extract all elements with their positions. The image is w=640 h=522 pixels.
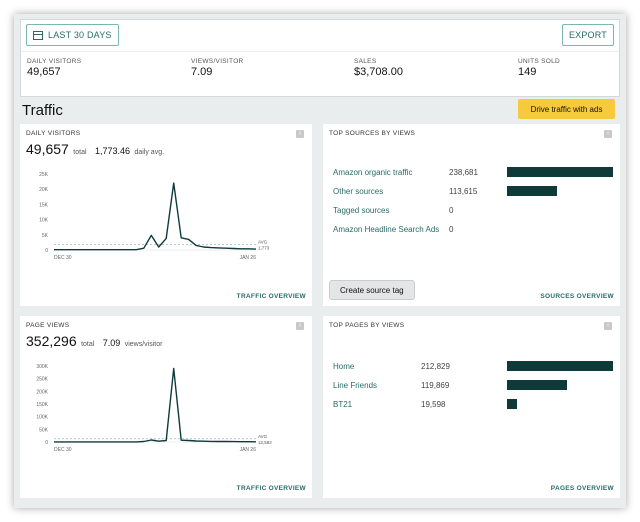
x-tick-label: JAN 26 <box>240 255 257 261</box>
metric-value: $3,708.00 <box>354 66 403 78</box>
list-item-count: 0 <box>449 206 454 215</box>
metrics-row: DAILY VISITORS 49,657 VIEWS/VISITOR 7.09… <box>21 51 619 81</box>
avg-label: AVG <box>258 240 268 245</box>
avg-value: 12,582 <box>258 440 272 445</box>
y-tick-label: 50K <box>39 427 49 433</box>
list-item-name[interactable]: Home <box>333 362 355 371</box>
info-icon[interactable]: i <box>296 130 304 138</box>
x-tick-label: JAN 26 <box>240 447 257 453</box>
metric-views-per-visitor: VIEWS/VISITOR 7.09 <box>191 58 244 78</box>
metric-value: 7.09 <box>191 66 213 78</box>
date-range-button[interactable]: LAST 30 DAYS <box>26 24 119 46</box>
avg-value: 7.09 <box>102 338 121 348</box>
x-tick-label: DEC 30 <box>54 255 72 261</box>
avg-value: 1,773 <box>258 246 270 251</box>
list-item-bar <box>507 186 558 196</box>
daily-visitors-card: DAILY VISITORS i 49,657 total 1,773.46 d… <box>20 124 312 306</box>
traffic-overview-link[interactable]: TRAFFIC OVERVIEW <box>236 485 306 492</box>
y-tick-label: 150K <box>36 402 48 408</box>
y-tick-label: 200K <box>36 389 48 395</box>
card-title: TOP SOURCES BY VIEWS <box>329 130 416 137</box>
y-tick-label: 10K <box>39 218 49 224</box>
info-icon[interactable]: i <box>604 130 612 138</box>
pages-overview-link[interactable]: PAGES OVERVIEW <box>550 485 614 492</box>
list-item-bar <box>507 361 613 371</box>
y-tick-label: 20K <box>39 187 49 193</box>
card-title: PAGE VIEWS <box>26 322 70 329</box>
list-item-name[interactable]: Other sources <box>333 187 384 196</box>
list-item-bar <box>507 167 613 177</box>
list-item-name[interactable]: BT21 <box>333 400 353 409</box>
y-tick-label: 300K <box>36 364 48 370</box>
y-tick-label: 0 <box>45 440 48 446</box>
top-sources-card: TOP SOURCES BY VIEWS i Amazon organic tr… <box>323 124 620 306</box>
page-views-card: PAGE VIEWS i 352,296 total 7.09 views/vi… <box>20 316 312 498</box>
metric-label: VIEWS/VISITOR <box>191 58 244 65</box>
y-tick-label: 25K <box>39 172 49 178</box>
export-label: EXPORT <box>568 30 607 40</box>
list-item-count: 113,615 <box>449 187 478 196</box>
avg-suffix: views/visitor <box>124 341 163 348</box>
list-item-name[interactable]: Tagged sources <box>333 206 390 215</box>
list-item-name[interactable]: Line Friends <box>333 381 378 390</box>
y-tick-label: 5K <box>42 233 49 239</box>
list-item-count: 212,829 <box>421 362 450 371</box>
info-icon[interactable]: i <box>604 322 612 330</box>
x-tick-label: DEC 30 <box>54 447 72 453</box>
drive-traffic-button[interactable]: Drive traffic with ads <box>518 99 615 119</box>
dashboard-frame: LAST 30 DAYS EXPORT DAILY VISITORS 49,65… <box>14 14 626 508</box>
list-item-bar <box>507 380 567 390</box>
list-item-count: 0 <box>449 225 454 234</box>
list-item-name[interactable]: Amazon Headline Search Ads <box>333 225 440 234</box>
metric-label: DAILY VISITORS <box>27 58 82 65</box>
info-icon[interactable]: i <box>296 322 304 330</box>
calendar-icon <box>33 30 43 40</box>
traffic-overview-link[interactable]: TRAFFIC OVERVIEW <box>236 293 306 300</box>
summary-bar: LAST 30 DAYS EXPORT DAILY VISITORS 49,65… <box>20 19 620 97</box>
total-value: 352,296 <box>26 333 77 349</box>
total-suffix: total <box>81 341 95 348</box>
total-value: 49,657 <box>26 141 69 157</box>
daily-visitors-summary: 49,657 total 1,773.46 daily avg. <box>26 141 164 159</box>
page-views-summary: 352,296 total 7.09 views/visitor <box>26 333 162 351</box>
series-line <box>54 182 257 251</box>
list-item-bar <box>507 399 517 409</box>
sources-overview-link[interactable]: SOURCES OVERVIEW <box>540 293 614 300</box>
series-line <box>54 367 257 443</box>
metric-label: SALES <box>354 58 377 65</box>
list-item-count: 238,681 <box>449 168 478 177</box>
export-button[interactable]: EXPORT <box>561 24 614 46</box>
list-item-count: 119,869 <box>421 381 450 390</box>
y-tick-label: 15K <box>39 202 49 208</box>
metric-value: 49,657 <box>27 66 61 78</box>
card-title: TOP PAGES BY VIEWS <box>329 322 405 329</box>
metric-units-sold: UNITS SOLD 149 <box>518 58 560 78</box>
date-range-label: LAST 30 DAYS <box>48 30 112 40</box>
metric-value: 149 <box>518 66 537 78</box>
list-item-name[interactable]: Amazon organic traffic <box>333 168 413 177</box>
metric-sales: SALES $3,708.00 <box>354 58 403 78</box>
avg-label: AVG <box>258 434 268 439</box>
avg-value: 1,773.46 <box>94 146 131 156</box>
y-tick-label: 250K <box>36 377 48 383</box>
card-title: DAILY VISITORS <box>26 130 81 137</box>
section-title: Traffic <box>22 102 63 119</box>
list-item-count: 19,598 <box>421 400 446 409</box>
metric-daily-visitors: DAILY VISITORS 49,657 <box>27 58 81 78</box>
total-suffix: total <box>73 149 87 156</box>
y-tick-label: 0 <box>45 248 48 254</box>
top-pages-card: TOP PAGES BY VIEWS i Home 212,829 Line Fri… <box>323 316 620 498</box>
create-source-tag-button[interactable]: Create source tag <box>329 280 415 300</box>
avg-suffix: daily avg. <box>134 149 165 156</box>
y-tick-label: 100K <box>36 415 48 421</box>
metric-label: UNITS SOLD <box>518 58 561 65</box>
